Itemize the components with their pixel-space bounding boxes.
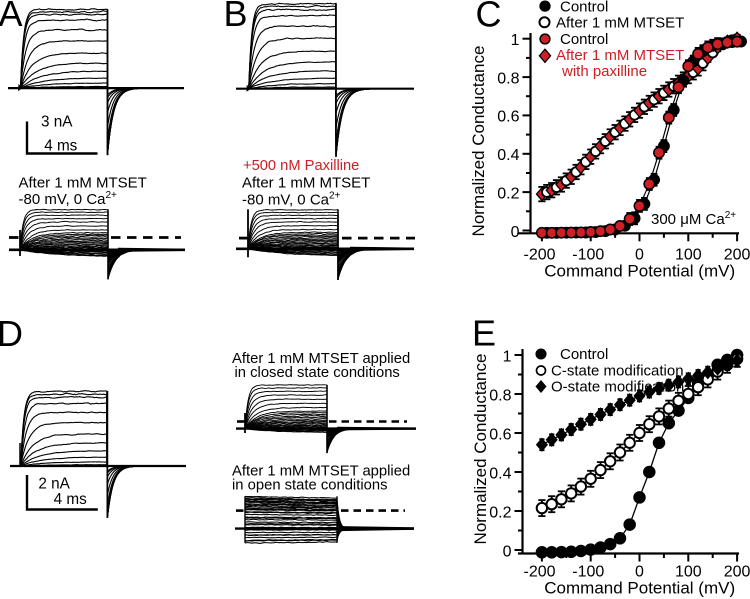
svg-text:0.4: 0.4 [489,465,511,482]
svg-text:0: 0 [635,564,644,581]
svg-text:Control: Control [560,31,608,48]
svg-text:A: A [0,0,23,34]
svg-text:0: 0 [511,224,520,241]
svg-text:1: 1 [511,32,520,49]
svg-text:After 1 mM MTSET applied: After 1 mM MTSET applied [232,351,410,367]
svg-text:100: 100 [675,564,702,581]
svg-text:300 μM Ca2+: 300 μM Ca2+ [651,210,736,228]
svg-text:B: B [224,0,248,34]
svg-text:in closed state conditions: in closed state conditions [235,365,400,381]
svg-text:with paxilline: with paxilline [561,63,647,80]
svg-text:2 nA: 2 nA [38,476,70,493]
svg-text:0.8: 0.8 [497,70,519,87]
svg-text:0: 0 [503,543,512,560]
svg-text:0.8: 0.8 [489,387,511,404]
svg-text:0.4: 0.4 [497,147,519,164]
svg-text:-80 mV, 0 Ca2+: -80 mV, 0 Ca2+ [242,191,341,209]
svg-text:-200: -200 [523,564,555,581]
svg-text:E: E [472,313,496,354]
svg-text:in open state conditions: in open state conditions [232,478,387,494]
svg-text:200: 200 [724,246,750,263]
svg-text:After 1 mM MTSET: After 1 mM MTSET [556,47,684,64]
svg-text:Control: Control [560,0,608,16]
svg-text:4 ms: 4 ms [54,491,87,508]
svg-text:After 1 mM MTSET: After 1 mM MTSET [556,14,684,31]
svg-text:200: 200 [724,564,750,581]
svg-text:0.6: 0.6 [489,426,511,443]
svg-text:0.2: 0.2 [489,504,511,521]
svg-text:3 nA: 3 nA [41,113,73,130]
svg-text:0.6: 0.6 [497,109,519,126]
svg-text:1: 1 [503,348,512,365]
svg-text:After 1 mM MTSET applied: After 1 mM MTSET applied [232,464,410,480]
svg-text:After 1 mM MTSET: After 1 mM MTSET [19,175,147,192]
svg-text:D: D [0,313,23,354]
svg-text:-100: -100 [572,564,604,581]
svg-text:100: 100 [675,246,702,263]
svg-text:C: C [476,0,502,35]
svg-text:0: 0 [635,246,644,263]
svg-text:Normalized Conductance: Normalized Conductance [469,46,488,237]
svg-text:-200: -200 [523,246,555,263]
svg-text:Command Potential (mV): Command Potential (mV) [544,261,735,280]
svg-text:4 ms: 4 ms [44,138,77,155]
svg-text:Command Potential (mV): Command Potential (mV) [544,579,735,598]
svg-text:Control: Control [560,346,608,363]
svg-text:C-state modification: C-state modification [551,363,684,380]
svg-text:-100: -100 [572,246,604,263]
svg-text:+500 nM Paxilline: +500 nM Paxilline [243,158,359,174]
svg-text:0.2: 0.2 [497,185,519,202]
svg-text:-80 mV, 0 Ca2+: -80 mV, 0 Ca2+ [19,190,118,208]
svg-text:Normalized Conductance: Normalized Conductance [471,354,490,545]
svg-text:After 1 mM MTSET: After 1 mM MTSET [242,175,370,192]
